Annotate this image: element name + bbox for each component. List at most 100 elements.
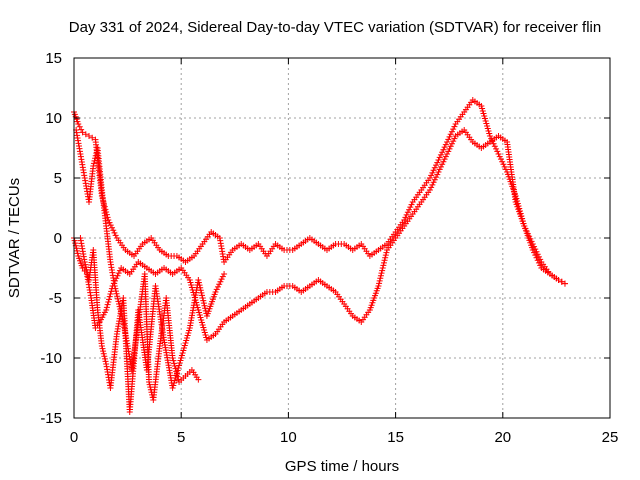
plus-marker: [437, 151, 444, 158]
plus-marker: [146, 379, 153, 385]
plus-marker: [100, 350, 107, 357]
plus-marker: [197, 284, 204, 291]
plus-marker: [90, 160, 97, 167]
plus-marker: [199, 295, 206, 301]
plus-marker: [82, 261, 89, 268]
plus-marker: [107, 222, 114, 229]
plus-marker: [379, 265, 386, 271]
plus-marker: [112, 285, 119, 292]
plus-marker: [99, 345, 106, 352]
plus-marker: [103, 307, 110, 313]
plus-marker: [555, 277, 562, 283]
plus-marker: [448, 140, 455, 147]
plus-marker: [381, 257, 388, 264]
series-track-a: [71, 97, 568, 287]
plus-marker: [75, 121, 82, 127]
plus-marker: [382, 254, 389, 261]
plus-marker: [195, 277, 202, 283]
plus-marker: [426, 175, 433, 181]
plus-marker: [435, 169, 442, 175]
plus-marker: [105, 217, 112, 223]
plus-marker: [376, 280, 383, 287]
series-track-b: [71, 127, 568, 343]
plus-marker: [103, 304, 110, 311]
plus-marker: [71, 237, 78, 244]
plus-marker: [442, 141, 449, 148]
y-axis-label: SDTVAR / TECUs: [6, 178, 23, 298]
plus-marker: [500, 161, 507, 168]
plus-marker: [448, 128, 455, 135]
plus-marker: [531, 249, 538, 256]
plus-marker: [404, 209, 411, 216]
plus-marker: [82, 131, 89, 138]
plus-marker: [447, 131, 454, 138]
plus-marker: [90, 163, 97, 169]
plus-marker: [401, 217, 408, 223]
y-tick-label: 15: [45, 50, 62, 67]
plus-marker: [105, 299, 112, 305]
plus-marker: [439, 149, 446, 156]
plus-marker: [378, 270, 385, 277]
plus-marker: [494, 148, 501, 155]
plus-marker: [114, 295, 121, 302]
plus-marker: [108, 224, 115, 231]
plus-marker: [439, 161, 446, 168]
plus-marker: [200, 300, 207, 307]
plus-marker: [429, 169, 436, 176]
plus-marker: [169, 355, 176, 361]
plus-marker: [434, 159, 441, 166]
plus-marker: [433, 162, 440, 169]
plus-marker: [382, 252, 389, 259]
plus-marker: [116, 267, 123, 274]
plus-marker: [197, 287, 204, 294]
plus-marker: [446, 145, 453, 152]
plus-marker: [446, 133, 453, 140]
plus-marker: [436, 154, 443, 161]
data-marks: [71, 97, 568, 415]
plus-marker: [86, 133, 93, 139]
plus-marker: [111, 283, 118, 289]
plus-marker: [441, 156, 448, 163]
plus-marker: [375, 283, 382, 289]
plus-marker: [377, 272, 384, 279]
plus-marker: [213, 286, 220, 293]
plus-marker: [440, 146, 447, 153]
plus-marker: [146, 381, 153, 388]
plus-marker: [100, 348, 107, 355]
chart-title: Day 331 of 2024, Sidereal Day-to-day VTE…: [69, 19, 601, 36]
plus-marker: [380, 262, 387, 269]
plus-marker: [110, 227, 117, 234]
plus-marker: [444, 139, 451, 145]
plus-marker: [212, 289, 219, 295]
plus-marker: [74, 247, 81, 254]
plus-marker: [402, 214, 409, 221]
plus-marker: [433, 174, 440, 181]
plus-marker: [112, 232, 119, 239]
plus-marker: [200, 297, 207, 304]
plus-marker: [98, 343, 105, 349]
plus-marker: [101, 353, 108, 360]
plus-marker: [558, 278, 565, 285]
plus-marker: [537, 262, 544, 269]
plus-marker: [214, 283, 221, 290]
plus-marker: [486, 133, 493, 139]
x-axis-label: GPS time / hours: [285, 458, 399, 475]
plus-marker: [221, 271, 228, 277]
x-tick-label: 20: [494, 429, 511, 446]
plus-marker: [431, 176, 438, 183]
plus-marker: [434, 171, 441, 178]
x-tick-label: 0: [70, 429, 78, 446]
plus-marker: [170, 357, 177, 364]
y-tick-label: -5: [49, 290, 62, 307]
plus-marker: [437, 163, 444, 170]
plus-marker: [428, 184, 435, 191]
plus-marker: [115, 298, 122, 305]
plus-marker: [111, 229, 118, 236]
plus-marker: [442, 153, 449, 160]
plus-marker: [403, 211, 410, 218]
plus-marker: [497, 156, 504, 163]
plus-marker: [106, 296, 113, 303]
plus-marker: [451, 123, 458, 130]
plus-marker: [216, 281, 223, 288]
